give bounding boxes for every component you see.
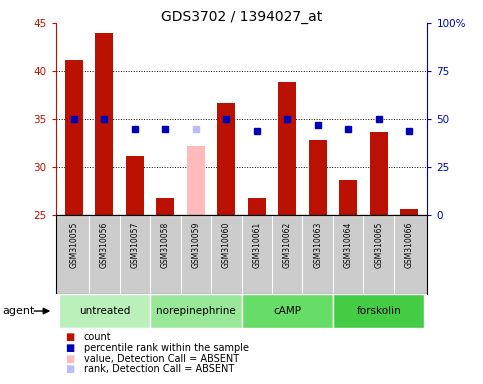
Text: rank, Detection Call = ABSENT: rank, Detection Call = ABSENT — [84, 364, 234, 374]
Bar — [400, 209, 418, 215]
Text: ■: ■ — [65, 354, 74, 364]
Text: GSM310064: GSM310064 — [344, 221, 353, 268]
Bar — [248, 198, 266, 215]
Text: GSM310056: GSM310056 — [100, 221, 109, 268]
Bar — [126, 156, 144, 215]
Bar — [156, 198, 174, 215]
Text: GSM310065: GSM310065 — [374, 221, 383, 268]
Text: GSM310055: GSM310055 — [70, 221, 78, 268]
Bar — [242, 294, 333, 328]
Bar — [58, 294, 150, 328]
Text: GSM310058: GSM310058 — [161, 221, 170, 268]
Text: cAMP: cAMP — [273, 306, 301, 316]
Text: norepinephrine: norepinephrine — [156, 306, 236, 316]
Bar — [369, 132, 388, 215]
Text: GSM310063: GSM310063 — [313, 221, 322, 268]
Text: ■: ■ — [65, 332, 74, 342]
Bar — [150, 294, 242, 328]
Bar — [217, 103, 235, 215]
Text: GSM310060: GSM310060 — [222, 221, 231, 268]
Text: forskolin: forskolin — [356, 306, 401, 316]
Text: GSM310061: GSM310061 — [252, 221, 261, 268]
Text: untreated: untreated — [79, 306, 130, 316]
Text: GSM310057: GSM310057 — [130, 221, 139, 268]
Bar — [333, 294, 425, 328]
Text: value, Detection Call = ABSENT: value, Detection Call = ABSENT — [84, 354, 239, 364]
Text: GDS3702 / 1394027_at: GDS3702 / 1394027_at — [161, 10, 322, 23]
Text: GSM310066: GSM310066 — [405, 221, 413, 268]
Bar — [65, 60, 83, 215]
Bar — [95, 33, 114, 215]
Text: ■: ■ — [65, 364, 74, 374]
Text: agent: agent — [2, 306, 35, 316]
Bar — [339, 180, 357, 215]
Bar — [309, 140, 327, 215]
Text: ■: ■ — [65, 343, 74, 353]
Bar — [278, 82, 297, 215]
Text: GSM310062: GSM310062 — [283, 221, 292, 268]
Bar — [186, 146, 205, 215]
Text: count: count — [84, 332, 111, 342]
Text: percentile rank within the sample: percentile rank within the sample — [84, 343, 249, 353]
Text: GSM310059: GSM310059 — [191, 221, 200, 268]
